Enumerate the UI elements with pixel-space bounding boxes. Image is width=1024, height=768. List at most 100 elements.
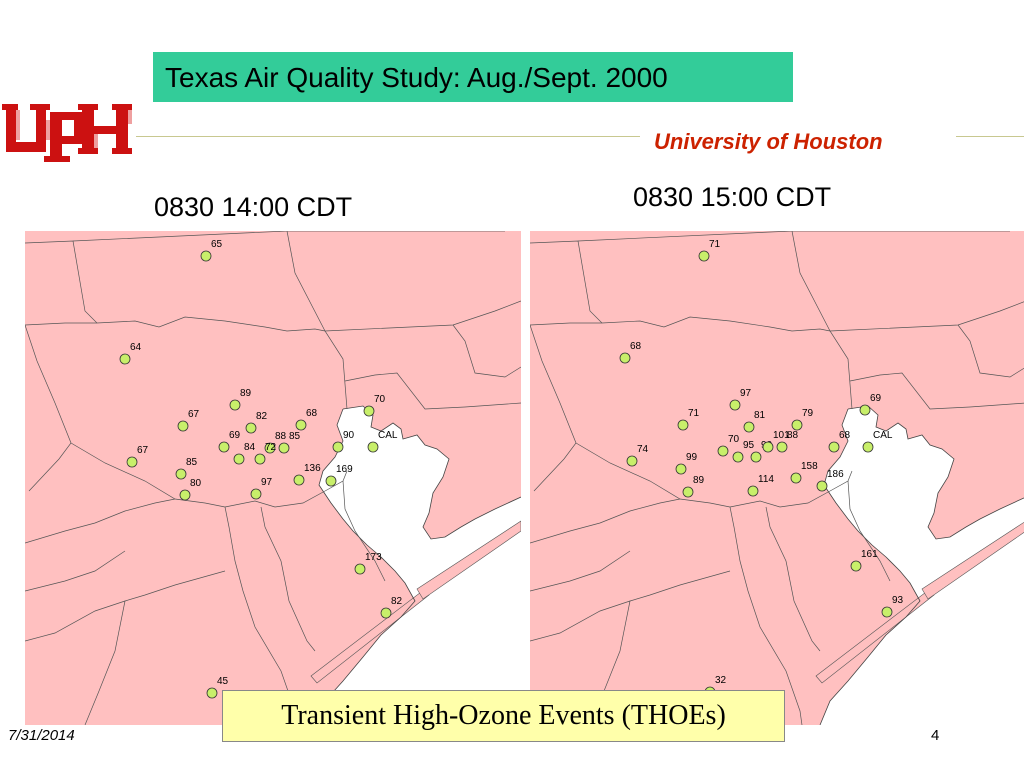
- monitor-site-label: 65: [211, 239, 223, 250]
- monitor-site-label: 173: [365, 552, 382, 563]
- monitor-site-label: 161: [861, 549, 878, 560]
- monitor-site-marker: [295, 419, 307, 431]
- monitor-site-label: 101: [773, 430, 790, 441]
- monitor-site-marker: [278, 442, 290, 454]
- slide-number: 4: [931, 727, 940, 744]
- monitor-site-label: 71: [688, 408, 700, 419]
- monitor-site-label: 64: [130, 342, 142, 353]
- monitor-site-label: CAL: [378, 430, 398, 441]
- monitor-site-label: 45: [217, 676, 229, 687]
- monitor-site-marker: [859, 404, 871, 416]
- monitor-site-marker: [254, 453, 266, 465]
- monitor-site-marker: [619, 352, 631, 364]
- monitor-site-marker: [177, 420, 189, 432]
- monitor-site-marker: [264, 442, 276, 454]
- monitor-site-label: 68: [630, 341, 642, 352]
- monitor-site-marker: [850, 560, 862, 572]
- monitor-site-marker: [233, 453, 245, 465]
- monitor-site-marker: [682, 486, 694, 498]
- monitor-site-marker: [229, 399, 241, 411]
- monitor-site-label: 158: [801, 461, 818, 472]
- monitor-site-marker: [747, 485, 759, 497]
- monitor-site-label: 90: [343, 430, 355, 441]
- monitor-site-marker: [816, 480, 828, 492]
- monitor-site-label: 93: [892, 595, 904, 606]
- monitor-site-label: 72: [265, 442, 277, 453]
- slide-date: 7/31/2014: [8, 727, 75, 744]
- monitor-site-marker: [363, 405, 375, 417]
- monitor-site-label: 68: [839, 430, 851, 441]
- monitor-site-label: 82: [256, 411, 268, 422]
- monitor-site-marker: [245, 422, 257, 434]
- monitor-site-marker: [698, 250, 710, 262]
- monitor-site-marker: [881, 606, 893, 618]
- monitor-site-marker: [732, 451, 744, 463]
- map-caption-left: 0830 14:00 CDT: [154, 192, 353, 222]
- monitor-site-label: 80: [190, 478, 202, 489]
- monitor-site-label: 68: [306, 408, 318, 419]
- monitor-site-label: 70: [374, 394, 386, 405]
- monitor-site-marker: [750, 451, 762, 463]
- monitor-site-marker: [790, 472, 802, 484]
- monitor-site-label: 89: [693, 475, 705, 486]
- monitor-site-marker: [776, 441, 788, 453]
- monitor-site-label: 69: [870, 393, 882, 404]
- slide-title-text: Texas Air Quality Study: Aug./Sept. 2000: [165, 62, 668, 93]
- monitor-site-marker: [380, 607, 392, 619]
- monitor-site-marker: [791, 419, 803, 431]
- monitor-site-label: 89: [240, 388, 252, 399]
- monitor-site-marker: [200, 250, 212, 262]
- monitor-site-marker: [332, 441, 344, 453]
- monitor-site-label: 85: [289, 431, 301, 442]
- uh-logo: [2, 104, 132, 162]
- monitor-site-label: 69: [229, 430, 241, 441]
- monitor-site-marker: [354, 563, 366, 575]
- monitor-site-marker: [729, 399, 741, 411]
- monitor-site-marker: [126, 456, 138, 468]
- monitor-site-marker: [743, 421, 755, 433]
- monitor-site-marker: [367, 441, 379, 453]
- monitor-site-label: 70: [728, 434, 740, 445]
- monitor-site-label: 81: [754, 410, 766, 421]
- monitor-site-label: 79: [802, 408, 814, 419]
- header-rule-left: [136, 136, 640, 137]
- monitor-site-marker: [762, 441, 774, 453]
- monitor-site-label: 74: [637, 444, 649, 455]
- monitor-site-marker: [293, 474, 305, 486]
- monitor-site-label: 169: [336, 464, 353, 475]
- slide-title: Texas Air Quality Study: Aug./Sept. 2000: [153, 52, 793, 102]
- monitor-site-label: 97: [261, 477, 273, 488]
- monitor-site-marker: [175, 468, 187, 480]
- monitor-site-marker: [862, 441, 874, 453]
- monitor-site-marker: [325, 475, 337, 487]
- monitor-site-label: 136: [304, 463, 321, 474]
- monitor-site-label: 84: [244, 442, 256, 453]
- monitor-site-label: 71: [709, 239, 721, 250]
- thoe-callout: Transient High-Ozone Events (THOEs): [222, 690, 785, 742]
- monitor-site-marker: [179, 489, 191, 501]
- monitor-site-marker: [119, 353, 131, 365]
- university-name: University of Houston: [654, 129, 883, 154]
- monitor-site-label: 95: [743, 440, 755, 451]
- monitor-site-label: 67: [188, 409, 200, 420]
- monitor-site-marker: [626, 455, 638, 467]
- monitor-site-label: 88: [787, 430, 799, 441]
- monitor-site-label: 85: [186, 457, 198, 468]
- monitor-site-label: 82: [391, 596, 403, 607]
- monitor-site-label: 88: [275, 431, 287, 442]
- monitor-site-label: 114: [758, 474, 774, 485]
- monitor-site-marker: [677, 419, 689, 431]
- monitor-site-label: CAL: [873, 430, 893, 441]
- header-rule-right: [956, 136, 1024, 137]
- ozone-map-1500: 716897697181797095901018868CAL7499158186…: [530, 231, 1024, 725]
- monitor-site-marker: [206, 687, 218, 699]
- monitor-site-label: 99: [686, 452, 698, 463]
- monitor-site-label: 186: [827, 469, 844, 480]
- monitor-site-marker: [675, 463, 687, 475]
- monitor-site-label: 32: [715, 675, 727, 686]
- monitor-site-marker: [250, 488, 262, 500]
- map-caption-right: 0830 15:00 CDT: [633, 182, 832, 212]
- monitor-site-marker: [828, 441, 840, 453]
- monitor-site-label: 67: [137, 445, 149, 456]
